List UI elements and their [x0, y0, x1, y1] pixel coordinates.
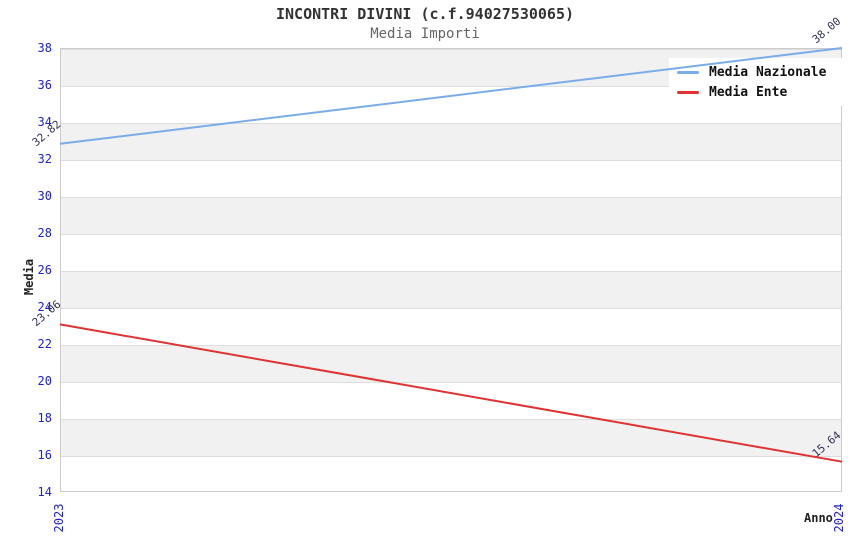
y-tick-label: 36 — [37, 78, 52, 92]
y-tick-label: 24 — [37, 300, 52, 314]
y-tick-label: 30 — [37, 189, 52, 203]
legend-item: Media Nazionale — [677, 62, 835, 82]
plot-area — [60, 48, 842, 492]
legend-item-label: Media Ente — [709, 84, 788, 100]
y-tick-label: 26 — [37, 263, 52, 277]
x-tick-label: 2024 — [832, 503, 846, 533]
y-tick-label: 38 — [37, 41, 52, 55]
legend-item: Media Ente — [677, 82, 835, 102]
y-tick-label: 34 — [37, 115, 52, 129]
y-tick-label: 16 — [37, 448, 52, 462]
y-tick-label: 18 — [37, 411, 52, 425]
legend-line-swatch — [677, 70, 699, 74]
x-tick-label: 2023 — [52, 503, 66, 533]
y-tick-label: 32 — [37, 152, 52, 166]
chart-subtitle: Media Importi — [370, 26, 480, 42]
y-tick-label: 20 — [37, 374, 52, 388]
legend-item-label: Media Nazionale — [709, 64, 827, 80]
legend: Media Nazionale Media Ente — [669, 58, 843, 106]
y-tick-label: 22 — [37, 337, 52, 351]
x-axis-title: Anno — [804, 511, 833, 525]
y-tick-label: 28 — [37, 226, 52, 240]
legend-line-swatch — [677, 90, 699, 94]
y-tick-label: 14 — [37, 485, 52, 499]
chart-title: INCONTRI DIVINI (c.f.94027530065) — [275, 5, 574, 23]
